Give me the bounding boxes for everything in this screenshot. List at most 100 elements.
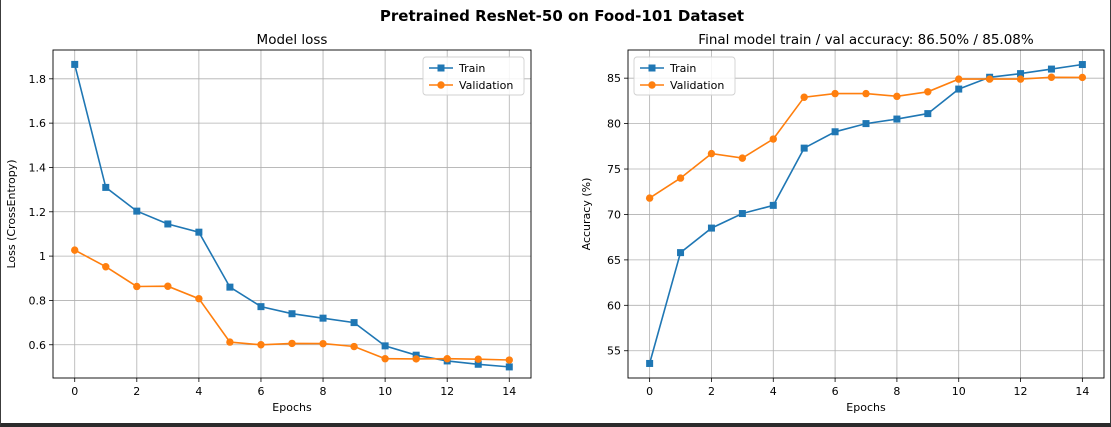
chart-2-ytick-label: 85 [607, 72, 621, 85]
chart-2-ytick-label: 65 [607, 254, 621, 267]
figure-suptitle: Pretrained ResNet-50 on Food-101 Dataset [380, 7, 744, 25]
chart-2-legend-marker [648, 64, 656, 72]
chart-1-ytick-label: 0.8 [29, 294, 47, 307]
chart-1-point-train [474, 360, 482, 368]
chart-2-ytick-label: 55 [607, 345, 621, 358]
chart-1-point-validation [288, 339, 296, 348]
chart-1: 0 2 4 6 8 10 12 14 0.6 0.8 1 1.2 1.4 1.6 1.8 Model loss… [5, 32, 532, 414]
chart-1-point-train [164, 220, 172, 228]
chart-2-point-validation [707, 149, 716, 158]
chart-2-point-train [955, 85, 963, 93]
chart-2-point-validation [831, 89, 839, 98]
chart-1-point-validation [257, 341, 265, 349]
chart-1-xtick-label: 14 [502, 385, 516, 398]
chart-1-point-train [505, 363, 513, 371]
chart-1-point-train [102, 183, 110, 191]
chart-1-point-train [350, 319, 358, 327]
chart-2-legend: Train Validation [633, 56, 736, 96]
chart-2-point-validation [862, 89, 870, 98]
chart-1-xtick-label: 4 [195, 385, 202, 398]
chart-2-xtick-label: 4 [770, 385, 777, 398]
chart-2-point-train [831, 128, 839, 136]
chart-2-point-train [646, 359, 654, 367]
chart-1-series-train-line [73, 64, 510, 368]
chart-2-ytick-label: 60 [607, 299, 621, 312]
chart-2-ytick-label: 80 [607, 118, 621, 131]
chart-1-point-train [288, 310, 296, 318]
chart-1-ytick-label: 1 [39, 250, 46, 263]
chart-1-xtick-label: 0 [71, 385, 78, 398]
chart-2-xtick-label: 10 [952, 385, 966, 398]
chart-2-point-train [769, 201, 777, 209]
chart-2-ytick-label: 75 [607, 163, 621, 176]
chart-2-point-train [924, 110, 932, 118]
chart-1-ytick-label: 1.2 [29, 206, 47, 219]
chart-2-point-validation [800, 93, 808, 101]
chart-2-point-train [1078, 61, 1086, 69]
chart-2-series-train-line [648, 63, 1083, 364]
chart-1-point-train [381, 342, 389, 350]
chart-1-xtick-label: 8 [320, 385, 327, 398]
chart-2-point-train [862, 120, 870, 128]
chart-1-point-validation [474, 355, 482, 363]
chart-2-legend-label-validation: Validation [670, 79, 724, 92]
chart-2-xtick-label: 8 [893, 385, 900, 398]
chart-2-point-validation [924, 88, 932, 96]
chart-2-point-train [1047, 65, 1055, 73]
chart-1-xtick-label: 12 [440, 385, 454, 398]
chart-1-point-train [257, 303, 265, 311]
chart-2-point-validation [1078, 73, 1087, 82]
chart-1-legend-marker [437, 64, 445, 72]
chart-2-point-train [707, 224, 715, 232]
chart-1-point-validation [133, 282, 141, 291]
chart-1-xtick-label: 10 [378, 385, 392, 398]
chart-1-ytick-label: 1.8 [29, 73, 47, 86]
chart-2-title: Final model train / val accuracy: 86.50%… [698, 32, 1034, 48]
chart-2-point-validation [645, 194, 654, 202]
chart-1-axes-frame [52, 49, 532, 379]
chart-2-point-train [800, 144, 808, 152]
chart-2-xtick-label: 0 [646, 385, 653, 398]
chart-2-point-train [893, 115, 901, 123]
chart-1-point-validation [319, 339, 327, 348]
chart-2-point-validation [955, 75, 963, 83]
chart-1-point-train [195, 228, 203, 236]
chart-2-point-validation [1047, 73, 1056, 81]
chart-1-xlabel: Epochs [272, 401, 312, 414]
chart-2-point-validation [769, 135, 777, 143]
chart-2-xtick-label: 14 [1075, 385, 1089, 398]
chart-1-point-train [319, 314, 327, 322]
chart-1-legend-label-train: Train [458, 62, 485, 75]
chart-1-xtick-label: 6 [257, 385, 264, 398]
chart-2-xtick-label: 2 [708, 385, 715, 398]
chart-1-title: Model loss [257, 32, 328, 48]
chart-1-point-validation [443, 355, 451, 363]
chart-1-point-validation [71, 246, 79, 254]
chart-2-xlabel: Epochs [846, 401, 886, 414]
chart-1-point-validation [350, 342, 358, 351]
chart-2-xtick-label: 12 [1014, 385, 1028, 398]
chart-2-point-validation [893, 92, 901, 101]
chart-1-point-validation [226, 338, 234, 346]
chart-2-point-validation [676, 174, 685, 182]
chart-2-point-train [1017, 70, 1025, 78]
chart-2-point-train [677, 249, 685, 257]
chart-1-point-validation [195, 294, 203, 303]
chart-2-point-train [738, 210, 746, 218]
chart-1-point-validation [412, 355, 420, 363]
chart-1-point-train [226, 283, 234, 291]
chart-1-legend: Train Validation [422, 56, 525, 96]
chart-2-axes-frame [627, 49, 1105, 379]
chart-1-point-validation [102, 263, 110, 271]
chart-1-xtick-label: 2 [133, 385, 140, 398]
chart-1-legend-marker [437, 81, 445, 89]
chart-2-point-validation [985, 75, 994, 83]
chart-1-point-validation [164, 282, 172, 290]
chart-1-point-validation [381, 355, 389, 363]
chart-1-point-train [412, 351, 420, 359]
chart-2-legend-marker [648, 81, 656, 89]
chart-2-xtick-label: 6 [832, 385, 839, 398]
chart-1-legend-label-validation: Validation [459, 79, 513, 92]
chart-2-point-validation [1016, 75, 1025, 83]
